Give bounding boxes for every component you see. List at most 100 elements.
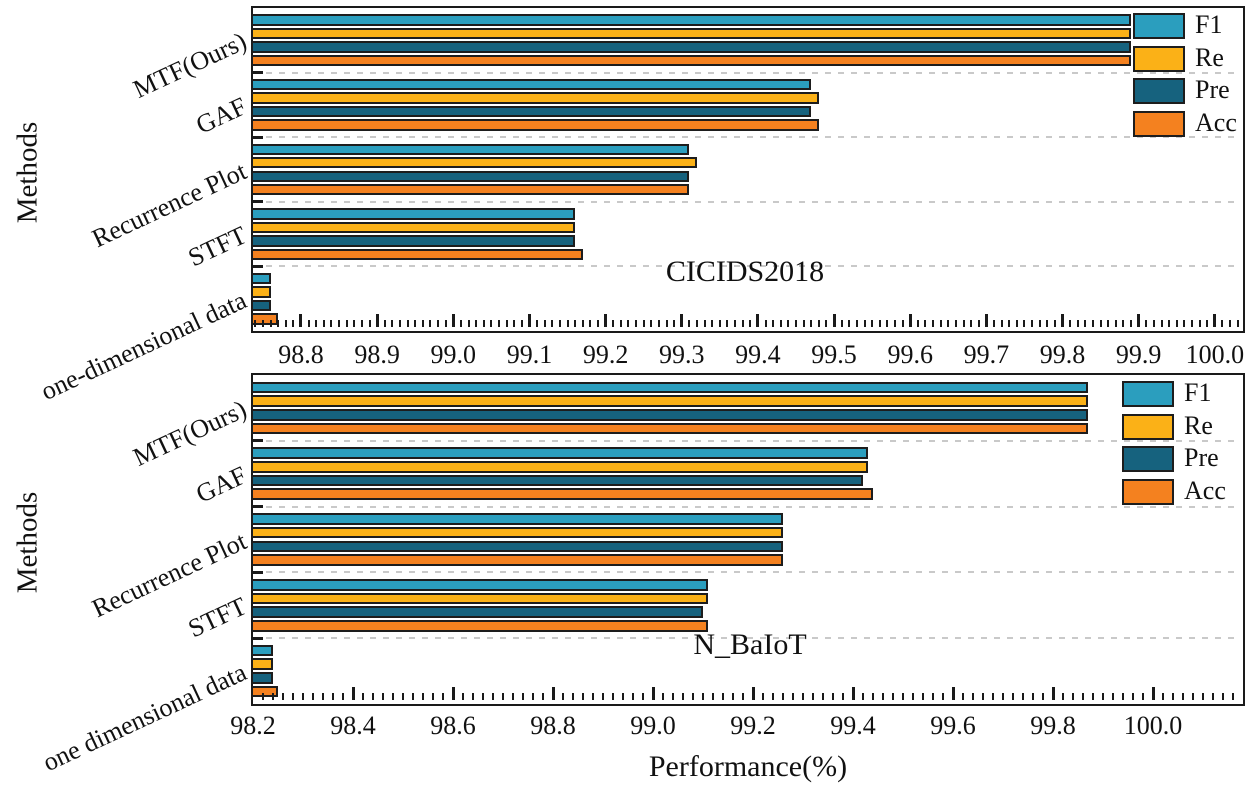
x-major-tick bbox=[984, 314, 988, 327]
x-minor-tick bbox=[602, 693, 604, 700]
x-minor-tick bbox=[261, 320, 264, 327]
bar-F1-1 bbox=[251, 79, 812, 91]
x-minor-tick bbox=[1232, 693, 1234, 700]
x-minor-tick bbox=[1183, 320, 1186, 327]
x-axis-title: Performance(%) bbox=[648, 750, 848, 783]
x-tick-label: 99.6 bbox=[887, 340, 933, 369]
x-tick-label: 99.4 bbox=[830, 711, 876, 740]
y-minor-tick bbox=[253, 264, 263, 268]
legend-label-Pre: Pre bbox=[1195, 75, 1230, 104]
x-minor-tick bbox=[1142, 693, 1144, 700]
x-minor-tick bbox=[472, 693, 474, 700]
x-tick-label: 99.5 bbox=[811, 340, 857, 369]
bar-Re-1 bbox=[251, 461, 868, 473]
x-minor-tick bbox=[442, 693, 444, 700]
bar-Acc-3 bbox=[251, 619, 708, 632]
bar-Pre-3 bbox=[251, 235, 576, 247]
x-minor-tick bbox=[582, 693, 584, 700]
x-minor-tick bbox=[1102, 693, 1104, 700]
x-minor-tick bbox=[702, 693, 704, 700]
legend-swatch-Pre bbox=[1122, 446, 1174, 472]
x-minor-tick bbox=[1076, 320, 1079, 327]
x-minor-tick bbox=[665, 320, 668, 327]
x-major-tick bbox=[851, 687, 855, 700]
gridline bbox=[253, 637, 1239, 640]
bar-Pre-1 bbox=[251, 105, 812, 118]
x-tick-label: 99.1 bbox=[506, 340, 553, 369]
x-minor-tick bbox=[764, 320, 767, 327]
legend-label-F1: F1 bbox=[1195, 10, 1223, 39]
legend-label-Acc: Acc bbox=[1184, 475, 1226, 505]
bar-Acc-0 bbox=[251, 422, 1088, 435]
x-tick-label: 100.0 bbox=[1123, 711, 1183, 740]
x-minor-tick bbox=[718, 320, 721, 327]
bar-Pre-4 bbox=[251, 299, 271, 312]
bar-Pre-4 bbox=[251, 672, 273, 684]
x-major-tick bbox=[1151, 687, 1155, 700]
x-minor-tick bbox=[863, 320, 866, 327]
x-minor-tick bbox=[462, 693, 464, 700]
x-minor-tick bbox=[612, 320, 615, 327]
x-minor-tick bbox=[1190, 320, 1193, 327]
bar-Pre-1 bbox=[251, 474, 863, 487]
y-minor-tick bbox=[253, 200, 263, 204]
legend-swatch-Re bbox=[1122, 413, 1174, 440]
plot-area-bottom bbox=[251, 373, 1245, 706]
x-minor-tick bbox=[492, 693, 494, 700]
x-minor-tick bbox=[562, 693, 564, 700]
x-minor-tick bbox=[277, 320, 280, 327]
x-minor-tick bbox=[825, 320, 828, 327]
x-minor-tick bbox=[282, 693, 284, 700]
x-tick-label: 98.4 bbox=[330, 711, 376, 740]
gridline bbox=[253, 136, 1239, 139]
legend-swatch-Re bbox=[1133, 45, 1185, 72]
x-minor-tick bbox=[912, 693, 914, 700]
x-minor-tick bbox=[627, 320, 630, 327]
x-minor-tick bbox=[772, 320, 775, 327]
x-minor-tick bbox=[712, 693, 714, 700]
x-minor-tick bbox=[734, 320, 737, 327]
x-minor-tick bbox=[703, 320, 706, 327]
x-tick-label: 99.2 bbox=[582, 340, 629, 369]
legend-swatch-F1 bbox=[1122, 381, 1174, 407]
x-minor-tick bbox=[502, 693, 504, 700]
x-minor-tick bbox=[1152, 320, 1155, 327]
bar-Re-0 bbox=[251, 395, 1088, 407]
y-minor-tick bbox=[253, 439, 263, 443]
x-minor-tick bbox=[382, 693, 384, 700]
x-minor-tick bbox=[353, 320, 356, 327]
x-minor-tick bbox=[947, 320, 950, 327]
legend-label-Pre: Pre bbox=[1184, 443, 1219, 472]
x-minor-tick bbox=[1236, 320, 1239, 327]
legend-label-Re: Re bbox=[1195, 42, 1224, 72]
x-minor-tick bbox=[322, 320, 325, 327]
annotation-bottom: N_BaIoT bbox=[693, 628, 807, 661]
x-minor-tick bbox=[682, 693, 684, 700]
x-tick-label: 99.9 bbox=[1115, 340, 1162, 369]
x-minor-tick bbox=[802, 693, 804, 700]
bar-Pre-2 bbox=[251, 170, 690, 182]
x-minor-tick bbox=[1206, 320, 1209, 327]
legend-swatch-F1 bbox=[1133, 13, 1185, 39]
x-minor-tick bbox=[802, 320, 805, 327]
x-minor-tick bbox=[505, 320, 508, 327]
x-minor-tick bbox=[1202, 693, 1204, 700]
bar-Re-2 bbox=[251, 157, 697, 169]
x-minor-tick bbox=[1112, 693, 1114, 700]
x-minor-tick bbox=[581, 320, 584, 327]
bar-F1-0 bbox=[251, 381, 1088, 394]
x-minor-tick bbox=[432, 693, 434, 700]
bar-Re-1 bbox=[251, 92, 819, 104]
x-minor-tick bbox=[1022, 693, 1024, 700]
x-minor-tick bbox=[662, 693, 664, 700]
x-major-tick bbox=[299, 314, 303, 327]
x-major-tick bbox=[527, 314, 531, 327]
x-minor-tick bbox=[916, 320, 919, 327]
x-minor-tick bbox=[414, 320, 417, 327]
x-major-tick bbox=[1213, 314, 1217, 327]
x-minor-tick bbox=[810, 320, 813, 327]
x-minor-tick bbox=[421, 320, 424, 327]
x-minor-tick bbox=[1069, 320, 1072, 327]
x-tick-label: 99.7 bbox=[963, 340, 1010, 369]
